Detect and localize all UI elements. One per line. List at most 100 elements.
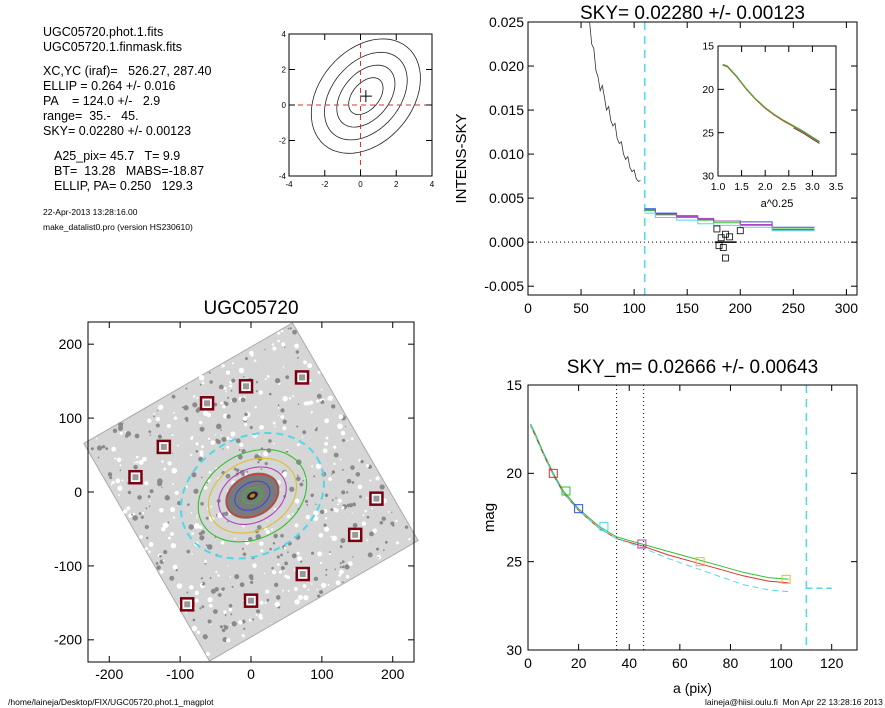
image-noise-speck	[171, 434, 174, 437]
image-noise-speck	[283, 471, 288, 476]
image-noise-speck	[324, 418, 330, 424]
image-noise-speck	[224, 614, 227, 617]
image-noise-speck	[242, 599, 245, 602]
image-noise-speck	[241, 547, 244, 550]
image-noise-speck	[148, 550, 151, 554]
image-noise-speck	[292, 513, 294, 515]
image-noise-speck	[297, 556, 303, 562]
image-noise-speck	[185, 387, 188, 390]
isophote-ellipse	[197, 449, 308, 543]
image-noise-speck	[147, 495, 151, 499]
image-noise-speck	[235, 438, 241, 444]
sky-point-marker	[719, 244, 727, 251]
image-noise-speck	[158, 479, 163, 484]
image-noise-speck	[170, 507, 176, 513]
image-noise-speck	[208, 603, 213, 608]
image-noise-speck	[210, 588, 216, 594]
image-noise-speck	[340, 458, 342, 461]
image-noise-speck	[209, 577, 212, 579]
image-noise-speck	[341, 506, 345, 510]
image-noise-speck	[331, 470, 336, 474]
image-noise-speck	[296, 474, 299, 477]
image-noise-speck	[331, 473, 333, 475]
mag-profile-line	[530, 423, 789, 580]
image-noise-speck	[225, 390, 227, 393]
image-noise-speck	[359, 495, 363, 499]
image-noise-speck	[281, 342, 286, 347]
a25-line: A25_pix= 45.7 T= 9.9	[54, 149, 181, 163]
image-noise-speck	[193, 523, 200, 529]
sky-step-line	[644, 212, 815, 232]
image-noise-speck	[169, 575, 175, 581]
image-noise-speck	[195, 408, 201, 413]
inset-y-label: 20	[702, 84, 714, 96]
image-noise-speck	[341, 468, 344, 471]
sky-line: SKY= 0.02280 +/- 0.00123	[43, 124, 192, 138]
image-noise-speck	[226, 520, 229, 523]
image-noise-speck	[273, 582, 279, 588]
image-noise-speck	[288, 397, 292, 400]
image-noise-speck	[333, 452, 339, 458]
image-noise-speck	[395, 519, 398, 522]
sky-title: SKY= 0.02280 +/- 0.00123	[580, 3, 805, 24]
image-noise-speck	[200, 577, 203, 580]
file-name-mask: UGC05720.1.finmask.fits	[43, 40, 182, 54]
image-noise-speck	[369, 479, 372, 482]
image-noise-speck	[269, 547, 272, 551]
image-noise-speck	[302, 430, 307, 435]
image-noise-speck	[186, 549, 191, 554]
image-noise-speck	[144, 547, 148, 551]
image-noise-speck	[260, 468, 263, 470]
image-noise-speck	[138, 512, 142, 515]
image-noise-speck	[325, 573, 328, 576]
image-noise-speck	[266, 375, 270, 378]
image-noise-speck	[331, 404, 336, 409]
image-noise-speck	[271, 566, 274, 570]
inset-green-line	[722, 63, 820, 142]
inset-x-label: 2.0	[758, 181, 773, 193]
image-noise-speck	[223, 401, 227, 404]
image-noise-speck	[302, 584, 307, 588]
image-noise-speck	[201, 476, 203, 479]
image-noise-speck	[137, 495, 142, 500]
image-noise-speck	[285, 450, 289, 453]
image-noise-speck	[220, 429, 222, 431]
image-noise-speck	[146, 536, 149, 540]
image-noise-speck	[228, 603, 233, 608]
image-noise-speck	[140, 515, 144, 519]
mag-x-label: 120	[820, 655, 844, 671]
image-noise-speck	[207, 619, 212, 624]
image-noise-speck	[206, 651, 211, 656]
image-noise-speck	[340, 538, 346, 544]
image-noise-speck	[118, 494, 120, 497]
image-noise-speck	[196, 397, 199, 400]
image-noise-speck	[208, 371, 211, 374]
image-noise-speck	[222, 448, 224, 450]
image-noise-speck	[257, 461, 260, 464]
image-noise-speck	[193, 488, 199, 494]
image-y-label: -100	[54, 558, 82, 574]
image-noise-speck	[187, 503, 190, 506]
image-noise-speck	[304, 499, 309, 503]
image-noise-speck	[258, 390, 263, 395]
image-noise-speck	[325, 568, 328, 571]
image-noise-speck	[321, 582, 327, 588]
image-noise-speck	[287, 514, 291, 519]
inset-red-line	[722, 64, 820, 143]
image-noise-speck	[294, 498, 300, 504]
sky-y-label: 0.010	[489, 146, 524, 162]
image-noise-speck	[271, 570, 277, 575]
image-noise-speck	[303, 360, 307, 365]
image-noise-speck	[225, 370, 231, 375]
image-noise-speck	[231, 621, 237, 627]
image-noise-speck	[277, 414, 280, 417]
image-noise-speck	[185, 611, 188, 614]
image-noise-speck	[231, 397, 238, 403]
image-noise-speck	[210, 440, 216, 445]
image-noise-speck	[221, 436, 227, 442]
inset-x-label: 1.5	[734, 181, 749, 193]
image-noise-speck	[328, 477, 332, 481]
image-noise-speck	[307, 588, 310, 591]
mag-ylabel: mag	[481, 503, 498, 532]
image-noise-speck	[162, 523, 167, 527]
